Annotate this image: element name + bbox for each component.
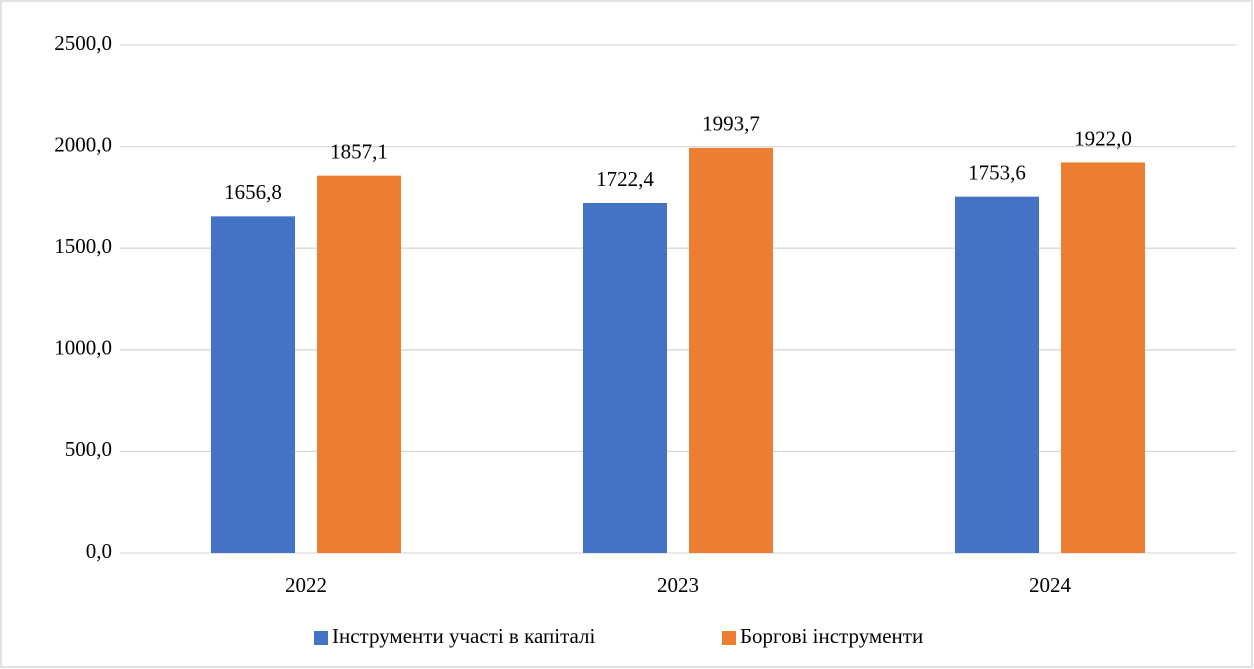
legend-label: Боргові інструменти xyxy=(740,624,923,648)
bar xyxy=(211,216,295,553)
legend-swatch xyxy=(314,631,328,645)
y-tick-label: 1500,0 xyxy=(54,234,112,258)
y-tick-label: 2000,0 xyxy=(54,132,112,156)
value-label: 1656,8 xyxy=(224,180,282,204)
bar xyxy=(955,196,1039,553)
value-label: 1722,4 xyxy=(596,167,654,191)
legend-label: Інструменти участі в капіталі xyxy=(332,624,595,648)
y-tick-label: 2500,0 xyxy=(54,31,112,55)
value-label: 1857,1 xyxy=(330,139,388,163)
value-label: 1993,7 xyxy=(702,112,760,136)
x-tick-label: 2022 xyxy=(285,573,327,597)
bar xyxy=(1061,162,1145,554)
value-label: 1753,6 xyxy=(968,160,1026,184)
legend-swatch xyxy=(722,631,736,645)
bar xyxy=(317,175,401,554)
bar xyxy=(689,147,773,553)
x-tick-label: 2023 xyxy=(657,573,699,597)
bar xyxy=(583,203,667,554)
y-tick-label: 0,0 xyxy=(86,539,112,563)
value-label: 1922,0 xyxy=(1074,126,1132,150)
y-tick-label: 500,0 xyxy=(65,437,112,461)
x-tick-label: 2024 xyxy=(1029,573,1072,597)
y-tick-label: 1000,0 xyxy=(54,336,112,360)
